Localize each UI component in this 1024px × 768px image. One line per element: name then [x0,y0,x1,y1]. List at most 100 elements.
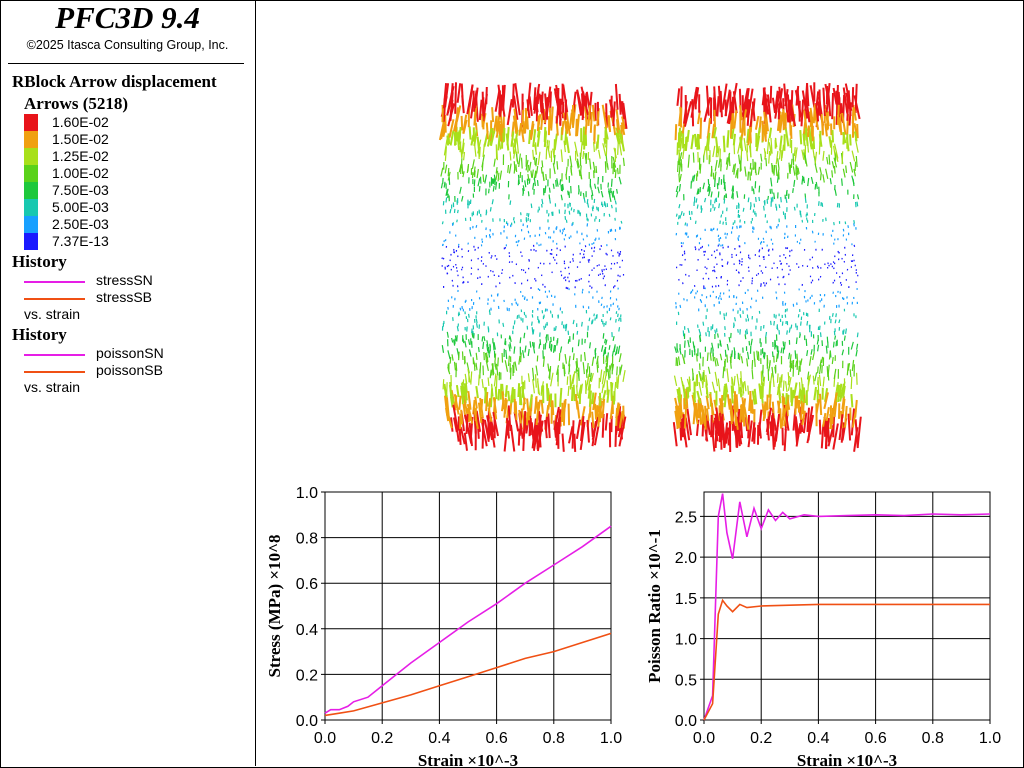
displacement-arrow [783,83,787,103]
displacement-arrow [619,133,625,152]
displacement-arrow [702,372,704,380]
displacement-arrow [836,202,839,208]
displacement-arrow [509,151,512,161]
color-swatch [24,233,38,250]
history-line-key [24,281,85,283]
displacement-arrow [807,374,811,386]
displacement-arrow [538,343,541,349]
displacement-arrow [790,389,795,407]
displacement-arrow [555,84,563,115]
displacement-arrow [757,166,761,175]
displacement-arrow [447,350,451,360]
displacement-arrow [856,201,859,207]
displacement-arrow [453,339,456,346]
color-scale-label: 1.60E-02 [52,114,109,130]
displacement-arrow [612,392,616,405]
displacement-arrow [739,386,743,398]
displacement-arrow [845,328,847,334]
displacement-arrow [618,327,621,332]
displacement-arrow [576,158,580,168]
displacement-arrow [607,115,612,133]
displacement-arrow [493,174,496,182]
displacement-arrow [814,183,817,190]
displacement-arrow [786,330,788,335]
displacement-arrow [853,219,855,224]
displacement-arrow [487,377,490,386]
displacement-arrow [618,317,621,322]
displacement-arrow [489,235,492,239]
displacement-arrow [536,115,540,132]
displacement-arrow [466,407,472,422]
displacement-arrow [533,156,536,165]
displacement-arrow [567,190,569,196]
displacement-arrow [719,353,723,361]
displacement-arrow [489,207,492,212]
displacement-arrow [774,91,781,119]
displacement-arrow [608,345,611,350]
displacement-arrow [702,182,705,190]
displacement-arrow [531,321,533,326]
displacement-arrow [524,107,528,129]
displacement-arrow [473,179,476,187]
displacement-arrow [705,85,710,116]
displacement-arrow [493,342,496,350]
displacement-arrow [460,83,464,105]
displacement-arrow [721,83,728,110]
displacement-arrow [538,206,541,211]
displacement-arrow [832,423,839,450]
displacement-arrow [681,381,687,396]
displacement-arrow [522,188,525,194]
displacement-arrow [782,380,785,392]
displacement-arrow [474,396,478,409]
displacement-arrow [696,234,699,238]
displacement-arrow [518,122,523,136]
displacement-arrow [853,131,858,142]
displacement-arrow [740,371,742,383]
displacement-arrow [572,319,575,325]
displacement-arrow [737,141,741,154]
displacement-arrow [509,200,512,205]
displacement-arrow [818,89,822,116]
displacement-arrow [604,126,609,140]
displacement-arrow [548,140,550,150]
displacement-arrow [612,156,617,168]
displacement-arrow [814,163,818,173]
displacement-arrow [567,339,570,344]
displacement-arrow [504,385,508,398]
displacement-arrow [570,167,573,176]
displacement-arrow [515,301,518,305]
displacement-arrow [834,335,837,340]
color-scale-label: 7.37E-13 [52,233,109,249]
displacement-arrow [780,375,782,388]
displacement-arrow [725,427,730,444]
displacement-arrow [603,372,607,388]
displacement-arrow [733,163,737,175]
displacement-arrow [714,356,717,367]
displacement-arrow [780,408,786,428]
displacement-arrow [522,397,526,411]
displacement-arrow [528,161,532,171]
displacement-arrow [447,366,451,375]
displacement-arrow [462,379,465,389]
displacement-arrow [838,319,841,324]
displacement-arrow [562,84,569,113]
displacement-arrow [799,418,803,434]
displacement-arrow [794,150,797,158]
displacement-arrow [771,163,773,173]
displacement-arrow [788,327,791,333]
y-tick-label: 0.2 [296,667,318,684]
displacement-arrow [808,111,813,128]
displacement-arrow [676,88,681,106]
displacement-arrow [694,403,699,419]
displacement-arrow [578,189,580,195]
displacement-arrow [597,176,599,185]
displacement-arrow [751,390,756,405]
displacement-arrow [506,420,510,436]
displacement-arrow [488,398,492,411]
displacement-arrow [544,187,546,194]
displacement-arrow [781,321,784,326]
displacement-arrow [584,118,588,135]
displacement-arrow [524,417,528,432]
displacement-arrow [532,182,535,190]
displacement-arrow [777,114,782,131]
